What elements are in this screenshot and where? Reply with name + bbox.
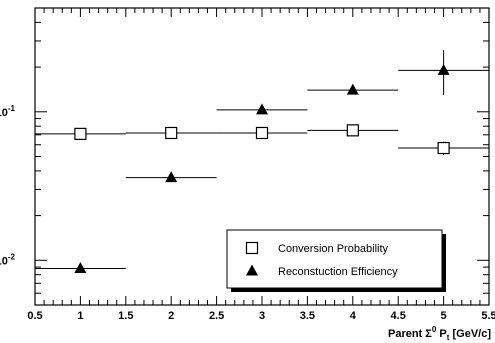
data-point-triangle [256,103,268,115]
x-tick-label: 5 [441,310,447,322]
x-tick-label: 1 [77,310,83,322]
y-tick-label: 10-1 [0,104,16,119]
data-point-triangle [74,262,87,274]
x-tick-label: 4 [350,310,357,322]
legend-label: Reconstuction Efficiency [278,266,398,278]
series-reconstruction-efficiency [35,50,489,274]
x-tick-label: 3.5 [300,310,315,322]
x-tick-label: 2 [168,310,174,322]
x-tick-label: 4.5 [391,310,406,322]
x-tick-label: 3 [259,310,265,322]
legend: Conversion Probability Reconstuction Effi… [226,229,446,292]
data-point-square [255,126,269,140]
axes: 0.5 1 1.5 2 2.5 3 3.5 4 4.5 5 5.5 10-2 10-1 [0,7,495,322]
data-point-square [165,126,178,140]
y-tick-label: 10-2 [0,252,16,267]
x-axis-title: Parent Σ0 Pt [GeV/c] [388,325,491,342]
data-markers [35,50,489,274]
data-point-triangle [346,83,359,95]
x-tick-label: 0.5 [27,310,42,322]
legend-label: Conversion Probability [278,243,389,255]
series-conversion-probability [35,124,489,156]
data-point-square [437,141,450,155]
x-tick-label: 2.5 [209,310,224,322]
x-tick-label: 5.5 [481,310,495,322]
data-point-triangle [165,171,178,183]
data-point-square [74,127,87,140]
data-point-square [346,124,359,137]
x-tick-label: 1.5 [118,310,133,322]
legend-box [226,229,443,289]
legend-marker-triangle [246,264,258,276]
data-point-triangle [437,63,450,75]
legend-marker-square [245,241,259,255]
